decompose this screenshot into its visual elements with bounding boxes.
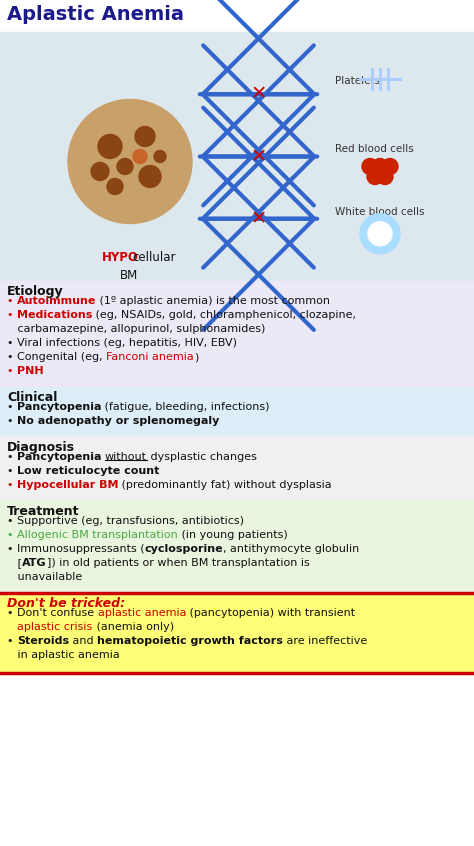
Text: •: • — [7, 480, 17, 490]
Text: and: and — [69, 636, 97, 646]
Text: PNH: PNH — [17, 366, 44, 376]
Circle shape — [362, 158, 378, 174]
Circle shape — [360, 214, 400, 254]
Text: Treatment: Treatment — [7, 505, 80, 518]
Text: (fatigue, bleeding, infections): (fatigue, bleeding, infections) — [101, 402, 270, 412]
Text: •: • — [7, 366, 17, 376]
Text: Autoimmune: Autoimmune — [17, 296, 96, 306]
Text: •: • — [7, 416, 17, 426]
Text: •: • — [7, 636, 17, 646]
Circle shape — [372, 158, 388, 174]
Text: Pancytopenia: Pancytopenia — [17, 452, 101, 462]
Text: ✕: ✕ — [250, 85, 267, 104]
Text: •: • — [7, 530, 17, 540]
Text: •: • — [7, 402, 17, 412]
Text: hematopoietic growth factors: hematopoietic growth factors — [97, 636, 283, 646]
Circle shape — [107, 179, 123, 195]
Circle shape — [368, 222, 392, 245]
Bar — [0, 437, 474, 501]
Text: No adenopathy or splenomegaly: No adenopathy or splenomegaly — [17, 416, 219, 426]
Circle shape — [382, 158, 398, 174]
Text: Don't be tricked:: Don't be tricked: — [7, 597, 125, 610]
Bar — [0, 387, 474, 437]
Text: dysplastic changes: dysplastic changes — [147, 452, 257, 462]
Text: (anemia only): (anemia only) — [93, 622, 174, 632]
Circle shape — [98, 135, 122, 158]
Text: Red blood cells: Red blood cells — [335, 145, 414, 155]
Text: ✕: ✕ — [250, 147, 267, 166]
Circle shape — [139, 166, 161, 188]
Text: (1º aplastic anemia) is the most common: (1º aplastic anemia) is the most common — [96, 296, 330, 306]
Text: • Supportive (eg, transfusions, antibiotics): • Supportive (eg, transfusions, antibiot… — [7, 516, 244, 526]
Text: Medications: Medications — [17, 310, 92, 320]
Bar — [0, 281, 474, 387]
Text: Hypocellular BM: Hypocellular BM — [17, 480, 118, 490]
Circle shape — [377, 168, 393, 184]
Circle shape — [117, 158, 133, 174]
Circle shape — [154, 151, 166, 162]
Text: HYPO: HYPO — [102, 251, 139, 264]
Text: ✕: ✕ — [250, 209, 267, 228]
Text: [: [ — [7, 558, 22, 568]
Text: Etiology: Etiology — [7, 285, 64, 298]
Text: •: • — [7, 466, 17, 476]
Bar — [0, 501, 474, 593]
Text: ATG: ATG — [22, 558, 46, 568]
Text: • Don't confuse: • Don't confuse — [7, 608, 98, 618]
Text: aplastic crisis: aplastic crisis — [18, 622, 93, 632]
Text: aplastic anemia: aplastic anemia — [98, 608, 186, 618]
Text: Steroids: Steroids — [17, 636, 69, 646]
Circle shape — [135, 127, 155, 146]
Text: •: • — [7, 452, 17, 462]
Text: • Immunosuppressants (: • Immunosuppressants ( — [7, 544, 145, 554]
Text: Diagnosis: Diagnosis — [7, 441, 75, 454]
Text: Platelets: Platelets — [335, 76, 380, 86]
Circle shape — [367, 168, 383, 184]
Text: (in young patients): (in young patients) — [178, 530, 288, 540]
Text: Clinical: Clinical — [7, 391, 57, 404]
Text: •: • — [7, 310, 17, 320]
Text: unavailable: unavailable — [7, 572, 82, 582]
Text: Pancytopenia: Pancytopenia — [17, 402, 101, 412]
Text: Fanconi anemia: Fanconi anemia — [106, 352, 194, 362]
Text: are ineffective: are ineffective — [283, 636, 367, 646]
Text: cyclosporine: cyclosporine — [145, 544, 223, 554]
Text: , antithymocyte globulin: , antithymocyte globulin — [223, 544, 359, 554]
Text: • Congenital (eg,: • Congenital (eg, — [7, 352, 106, 362]
Bar — [0, 0, 474, 32]
Text: White blood cells: White blood cells — [335, 206, 425, 217]
Text: cellular: cellular — [132, 251, 175, 264]
Text: (pancytopenia) with transient: (pancytopenia) with transient — [186, 608, 355, 618]
Text: in aplastic anemia: in aplastic anemia — [7, 650, 120, 660]
Text: Allogenic BM transplantation: Allogenic BM transplantation — [17, 530, 178, 540]
Text: without: without — [105, 452, 147, 462]
Text: BM: BM — [120, 268, 138, 282]
Text: (eg, NSAIDs, gold, chloramphenicol, clozapine,: (eg, NSAIDs, gold, chloramphenicol, cloz… — [92, 310, 356, 320]
Text: •: • — [7, 296, 17, 306]
Circle shape — [133, 150, 147, 163]
Bar — [0, 593, 474, 673]
Circle shape — [91, 162, 109, 180]
Text: ]) in old patients or when BM transplantation is: ]) in old patients or when BM transplant… — [46, 558, 310, 568]
Text: carbamazepine, allopurinol, sulphonamides): carbamazepine, allopurinol, sulphonamide… — [7, 324, 265, 334]
Text: (predominantly fat) without dysplasia: (predominantly fat) without dysplasia — [118, 480, 332, 490]
Text: Low reticulocyte count: Low reticulocyte count — [17, 466, 159, 476]
Text: • Viral infections (eg, hepatitis, HIV, EBV): • Viral infections (eg, hepatitis, HIV, … — [7, 338, 237, 348]
Bar — [0, 32, 474, 281]
Circle shape — [68, 100, 192, 223]
Text: Aplastic Anemia: Aplastic Anemia — [7, 5, 184, 24]
Text: ): ) — [194, 352, 198, 362]
